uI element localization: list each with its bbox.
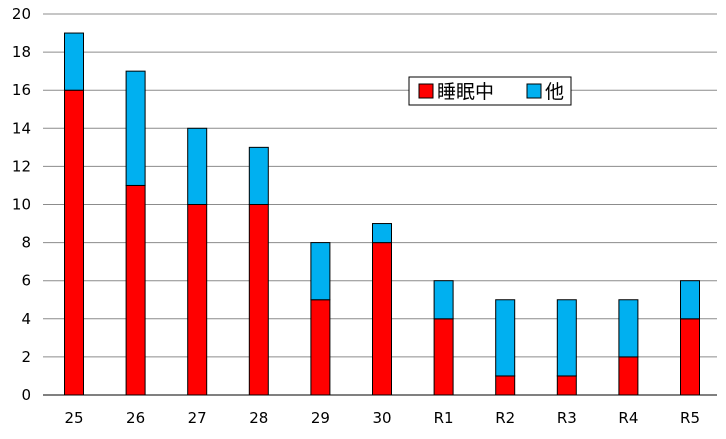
x-tick-label: R2: [495, 409, 515, 427]
x-axis-tick-labels: 25 26 27 28 29 30 R1 R2 R3 R4 R5: [64, 409, 700, 427]
x-tick-label: 25: [64, 409, 83, 427]
y-tick-label: 16: [12, 81, 31, 99]
bar-other-R2: [495, 299, 516, 377]
y-tick-label: 10: [12, 196, 31, 214]
legend-swatch-sleeping: [418, 83, 434, 99]
y-tick-label: 18: [12, 43, 31, 61]
legend-swatch-other: [526, 83, 542, 99]
y-tick-label: 20: [12, 5, 31, 23]
legend-box: [408, 76, 572, 106]
y-tick-label: 12: [12, 157, 31, 175]
x-tick-label: 29: [311, 409, 330, 427]
y-axis-tick-labels: 0 2 4 6 8 10 12 14 16 18 20: [12, 5, 31, 404]
legend-label-other: 他: [545, 81, 564, 103]
bar-other-26: [125, 70, 146, 186]
bar-sleeping-28: [248, 204, 269, 396]
bar-sleeping-30: [372, 242, 392, 396]
bar-other-25: [64, 32, 84, 91]
x-tick-label: R5: [680, 409, 700, 427]
bar-other-R4: [618, 299, 639, 358]
bar-sleeping-R1: [433, 318, 454, 396]
y-tick-label: 2: [21, 348, 31, 366]
gridlines: [43, 13, 717, 358]
legend: 睡眠中 他: [408, 76, 572, 106]
y-tick-label: 4: [21, 310, 31, 328]
y-tick-label: 0: [21, 386, 31, 404]
x-tick-label: R4: [618, 409, 638, 427]
bar-sleeping-27: [187, 204, 208, 396]
bar-sleeping-R4: [618, 356, 639, 396]
bar-other-29: [310, 242, 331, 301]
bar-other-30: [372, 223, 392, 244]
bar-sleeping-R3: [556, 375, 577, 396]
legend-label-sleeping: 睡眠中: [437, 81, 494, 103]
x-tick-label: R3: [557, 409, 577, 427]
bar-sleeping-25: [64, 89, 84, 396]
bars: [64, 32, 700, 396]
bar-sleeping-26: [125, 184, 146, 396]
x-tick-label: R1: [434, 409, 454, 427]
x-tick-label: 28: [249, 409, 268, 427]
y-tick-label: 8: [21, 234, 31, 252]
bar-sleeping-R5: [680, 318, 700, 396]
bar-other-R3: [556, 299, 577, 377]
bar-other-R1: [433, 280, 454, 320]
bar-sleeping-R2: [495, 375, 516, 396]
bar-sleeping-29: [310, 299, 331, 396]
y-tick-label: 6: [21, 272, 31, 290]
x-tick-label: 30: [372, 409, 391, 427]
x-tick-label: 26: [126, 409, 145, 427]
x-tick-label: 27: [188, 409, 207, 427]
bar-other-27: [187, 127, 208, 205]
bar-other-28: [248, 146, 269, 206]
y-tick-label: 14: [12, 119, 31, 137]
bar-other-R5: [680, 280, 700, 320]
